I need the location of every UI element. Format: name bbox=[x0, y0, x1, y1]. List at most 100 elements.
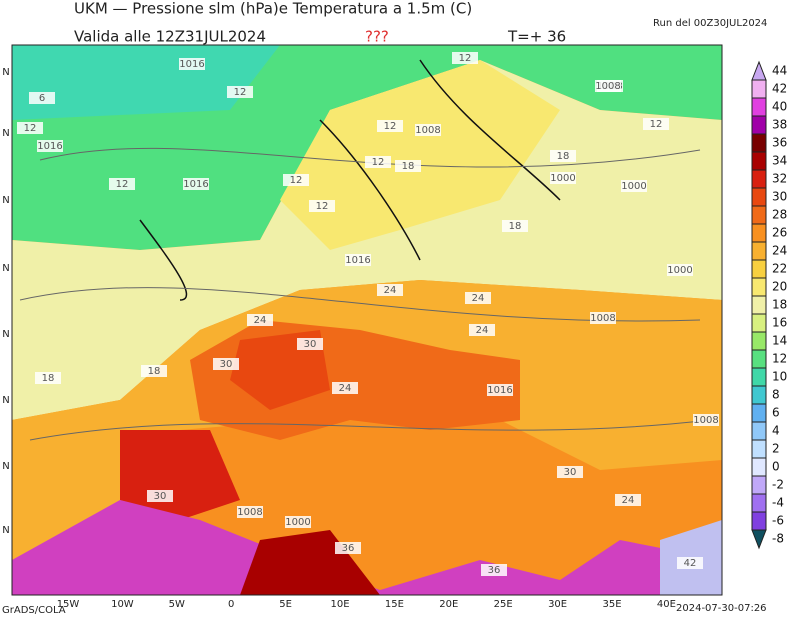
contour-label: 1008 bbox=[693, 415, 718, 426]
contour-label: 1000 bbox=[550, 173, 575, 184]
colorbar-box bbox=[751, 151, 767, 171]
colorbar-box bbox=[751, 475, 767, 495]
footer-right: 2024-07-30-07:26 bbox=[676, 603, 767, 614]
contour-label-bg bbox=[335, 542, 361, 554]
colorbar-label: 20 bbox=[772, 280, 787, 294]
x-label: 5E bbox=[279, 599, 292, 610]
contour-label: 12 bbox=[316, 201, 329, 212]
flag: ??? bbox=[365, 28, 389, 46]
contour-label-bg bbox=[621, 180, 647, 192]
contour-label-bg bbox=[141, 365, 167, 377]
map bbox=[12, 45, 722, 595]
colorbar-label: 36 bbox=[772, 136, 787, 150]
colorbar-label: 42 bbox=[772, 82, 787, 96]
contour-label: 12 bbox=[650, 119, 663, 130]
colorbar-label: 10 bbox=[772, 370, 787, 384]
contour-label-bg bbox=[109, 178, 135, 190]
contour-label-bg bbox=[452, 52, 478, 64]
colorbar-box bbox=[751, 313, 767, 333]
contour-label: 1016 bbox=[487, 385, 512, 396]
colorbar-box bbox=[751, 367, 767, 387]
colorbar-label: 14 bbox=[772, 334, 787, 348]
contour-label-bg bbox=[469, 324, 495, 336]
colorbar-box bbox=[751, 439, 767, 459]
contour-label: 1016 bbox=[345, 255, 370, 266]
contour-label: 1008 bbox=[590, 313, 615, 324]
colorbar-box bbox=[751, 205, 767, 225]
contour-label-bg bbox=[309, 200, 335, 212]
contour-label-bg bbox=[595, 80, 621, 92]
x-label: 0 bbox=[228, 599, 234, 610]
contour-label-bg bbox=[35, 372, 61, 384]
contour-labels: 1016126121008121016101610161212100812121… bbox=[17, 52, 719, 576]
colorbar-box bbox=[751, 115, 767, 135]
colorbar-label: -8 bbox=[772, 532, 784, 546]
colorbar-box bbox=[751, 259, 767, 279]
colorbar-box bbox=[751, 79, 767, 99]
title: UKM — Pressione slm (hPa)e Temperatura a… bbox=[74, 0, 472, 18]
footer-left: GrADS/COLA bbox=[2, 605, 66, 616]
contour-label: 18 bbox=[557, 151, 570, 162]
colorbar-label: 22 bbox=[772, 262, 787, 276]
contour-label-bg bbox=[345, 254, 371, 266]
x-label: 15E bbox=[385, 599, 404, 610]
contour-label: 30 bbox=[564, 467, 577, 478]
contour-label: 24 bbox=[476, 325, 489, 336]
contour-label: 30 bbox=[220, 359, 233, 370]
contour-label-bg bbox=[183, 178, 209, 190]
contour-label: 1000 bbox=[667, 265, 692, 276]
contour-label: 1016 bbox=[37, 141, 62, 152]
contour-label: 12 bbox=[372, 157, 385, 168]
contour-label-bg bbox=[487, 384, 513, 396]
step: T=+ 36 bbox=[507, 28, 566, 46]
x-label: 15W bbox=[57, 599, 80, 610]
x-label: 25E bbox=[494, 599, 513, 610]
contour-label: 18 bbox=[148, 366, 161, 377]
contour-label: 30 bbox=[154, 491, 167, 502]
x-label: 30E bbox=[548, 599, 567, 610]
contour-label: 12 bbox=[290, 175, 303, 186]
contour-label: 24 bbox=[472, 293, 485, 304]
colorbar-box bbox=[751, 421, 767, 441]
contour-label: 12 bbox=[116, 179, 129, 190]
colorbar-label: 8 bbox=[772, 388, 780, 402]
contour-label: 36 bbox=[342, 543, 355, 554]
contour-label: 24 bbox=[339, 383, 352, 394]
colorbar-label: 12 bbox=[772, 352, 787, 366]
contour-label-bg bbox=[590, 312, 616, 324]
colorbar-label: 6 bbox=[772, 406, 780, 420]
contour-label-bg bbox=[615, 494, 641, 506]
contour-label-bg bbox=[643, 118, 669, 130]
y-label: N bbox=[2, 395, 9, 406]
contour-label: 12 bbox=[384, 121, 397, 132]
contour-label-bg bbox=[285, 516, 311, 528]
contour-label-bg bbox=[179, 58, 205, 70]
y-label: N bbox=[2, 461, 9, 472]
contour-label: 36 bbox=[488, 565, 501, 576]
x-label: 5W bbox=[169, 599, 185, 610]
contour-label-bg bbox=[365, 156, 391, 168]
contour-label: 6 bbox=[39, 93, 45, 104]
colorbar-label: 38 bbox=[772, 118, 787, 132]
colorbar-label: 30 bbox=[772, 190, 787, 204]
contour-label: 24 bbox=[384, 285, 397, 296]
contour-label-bg bbox=[550, 172, 576, 184]
y-label: N bbox=[2, 128, 9, 139]
colorbar-box bbox=[751, 223, 767, 243]
run: Run del 00Z30JUL2024 bbox=[653, 18, 767, 29]
contour-label: 12 bbox=[234, 87, 247, 98]
colorbar-box bbox=[751, 241, 767, 261]
contour-label: 42 bbox=[684, 558, 697, 569]
contour-label-bg bbox=[237, 506, 263, 518]
contour-label-bg bbox=[37, 140, 63, 152]
contour-label-bg bbox=[17, 122, 43, 134]
x-label: 10W bbox=[111, 599, 134, 610]
contour-label: 24 bbox=[622, 495, 635, 506]
colorbar-box bbox=[751, 295, 767, 315]
valid-time: Valida alle 12Z31JUL2024 bbox=[74, 28, 266, 46]
contour-label-bg bbox=[677, 557, 703, 569]
contour-label-bg bbox=[213, 358, 239, 370]
contour-label-bg bbox=[693, 414, 719, 426]
